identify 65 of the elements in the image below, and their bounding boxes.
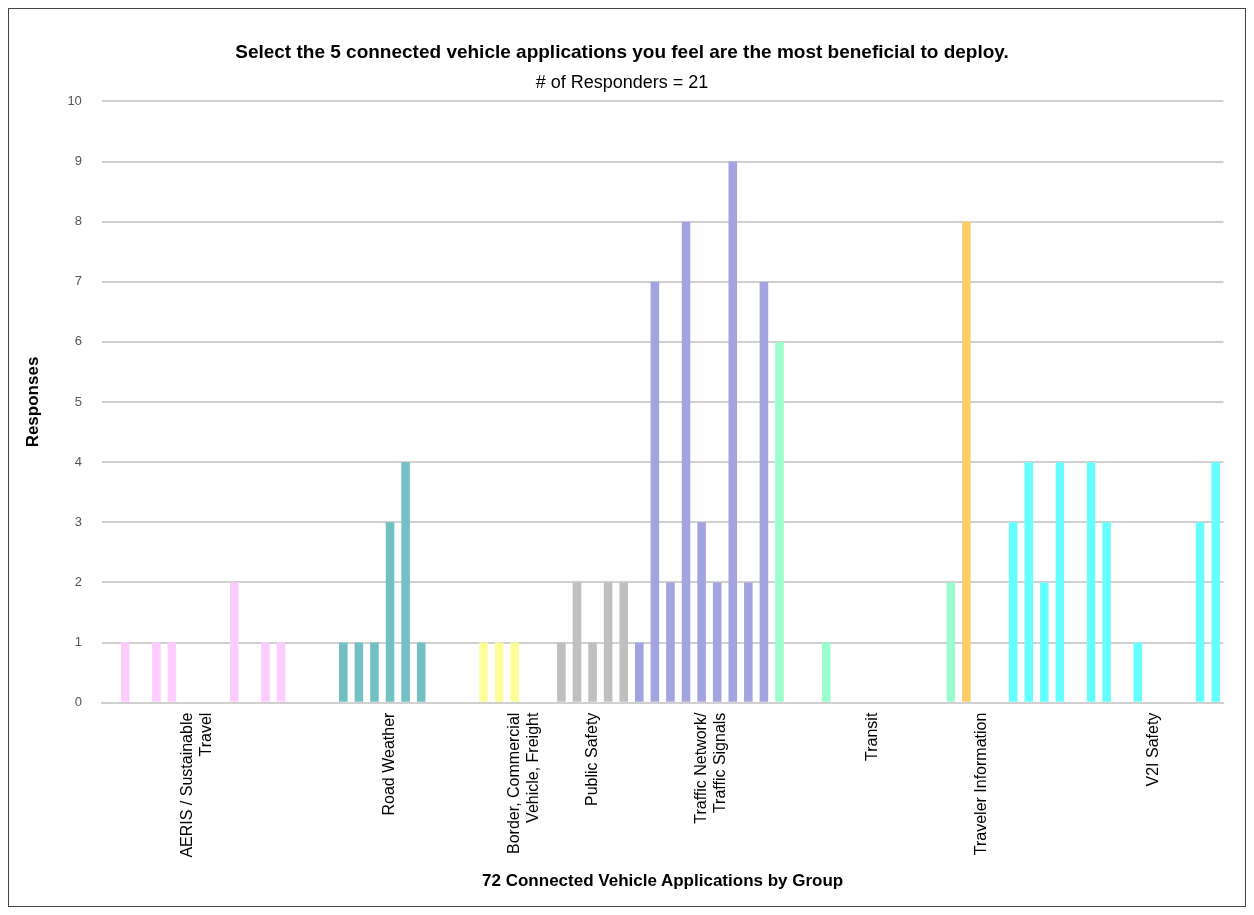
bar <box>681 221 691 702</box>
x-tick-label: Road Weather <box>380 711 398 816</box>
bar <box>666 582 675 702</box>
bar <box>152 642 161 702</box>
x-tick-label: V2I Safety <box>1143 712 1161 787</box>
bar <box>120 642 130 702</box>
bar <box>1102 522 1111 702</box>
x-tick-label: Transit <box>863 712 881 761</box>
bar <box>167 642 177 702</box>
y-tick-label: 4 <box>74 453 82 469</box>
bar <box>370 642 379 702</box>
bar <box>1008 522 1018 702</box>
chart-title: Select the 5 connected vehicle applications you feel are the most beneficial to deploy. <box>235 40 1009 62</box>
bar <box>1040 582 1049 702</box>
x-tick-label: Border, Commercial Vehicle, Freight <box>505 712 542 855</box>
x-tick-label: Public Safety <box>582 712 600 807</box>
bar <box>494 642 504 702</box>
y-tick-label: 2 <box>74 573 82 589</box>
x-axis-title: 72 Connected Vehicle Applications by Group <box>482 871 844 891</box>
bar <box>1133 642 1143 702</box>
bar <box>401 462 410 702</box>
y-tick-label: 5 <box>74 393 82 409</box>
bar <box>416 642 426 702</box>
bar <box>261 642 270 702</box>
bar <box>744 582 753 702</box>
bar <box>619 582 628 702</box>
y-tick-label: 3 <box>74 513 82 529</box>
bar <box>510 642 519 702</box>
bar <box>1195 522 1205 702</box>
bar <box>635 642 644 702</box>
bar <box>1086 462 1096 702</box>
bar <box>775 341 784 702</box>
bar <box>572 582 582 702</box>
bar <box>1055 462 1065 702</box>
y-tick-label: 7 <box>74 273 82 289</box>
y-tick-label: 8 <box>74 213 82 229</box>
bar <box>354 642 364 702</box>
bar <box>1024 462 1034 702</box>
bar <box>1211 462 1220 702</box>
y-tick-label: 6 <box>74 333 82 349</box>
bar <box>650 281 660 702</box>
y-axis-title: Responses <box>22 356 42 448</box>
bar <box>385 522 395 702</box>
bar <box>712 582 722 702</box>
x-tick-label: AERIS / Sustainable Travel <box>177 712 215 858</box>
y-tick-label: 1 <box>74 634 82 650</box>
bar <box>962 221 971 702</box>
bar <box>603 582 613 702</box>
bar <box>697 522 706 702</box>
bar <box>557 642 566 702</box>
y-tick-label: 10 <box>67 92 82 108</box>
bar <box>588 642 597 702</box>
x-tick-label: Traffic Network/ Traffic Signals <box>692 712 729 824</box>
bar <box>759 281 769 702</box>
bar <box>229 582 239 702</box>
x-tick-label: Traveler Information <box>972 712 990 856</box>
bar <box>276 642 286 702</box>
chart-subtitle: # of Responders = 21 <box>535 71 709 92</box>
bar <box>821 642 831 702</box>
y-tick-label: 9 <box>74 153 82 169</box>
bar <box>946 582 956 702</box>
bar <box>479 642 488 702</box>
bar <box>728 161 738 702</box>
y-tick-label: 0 <box>74 694 82 710</box>
bar <box>339 642 348 702</box>
